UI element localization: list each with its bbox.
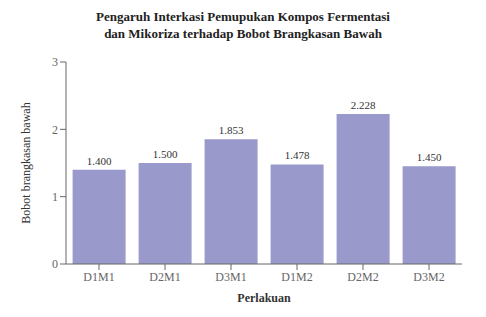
svg-text:1.853: 1.853	[219, 124, 244, 136]
svg-text:2.228: 2.228	[351, 99, 376, 111]
svg-text:Perlakuan: Perlakuan	[237, 291, 291, 305]
svg-text:1.500: 1.500	[153, 148, 178, 160]
svg-text:2: 2	[52, 123, 58, 137]
svg-text:3: 3	[52, 55, 58, 69]
svg-text:0: 0	[52, 257, 58, 271]
svg-text:D2M1: D2M1	[149, 270, 180, 284]
svg-text:1: 1	[52, 190, 58, 204]
svg-text:D2M2: D2M2	[347, 270, 378, 284]
svg-text:1.450: 1.450	[417, 151, 442, 163]
svg-text:D1M1: D1M1	[83, 270, 114, 284]
svg-text:D1M2: D1M2	[281, 270, 312, 284]
html-text:Pengaruh Interkasi Pemupukan K: Pengaruh Interkasi Pemupukan Kompos Ferm…	[96, 9, 390, 24]
svg-text:Bobot brangkasan bawah: Bobot brangkasan bawah	[19, 102, 33, 223]
svg-text:D3M1: D3M1	[215, 270, 246, 284]
html-text:dan Mikoriza terhadap Bobot Br: dan Mikoriza terhadap Bobot Brangkasan B…	[104, 26, 382, 41]
svg-text:1.478: 1.478	[285, 149, 310, 161]
svg-text:D3M2: D3M2	[413, 270, 444, 284]
svg-text:1.400: 1.400	[87, 155, 112, 167]
